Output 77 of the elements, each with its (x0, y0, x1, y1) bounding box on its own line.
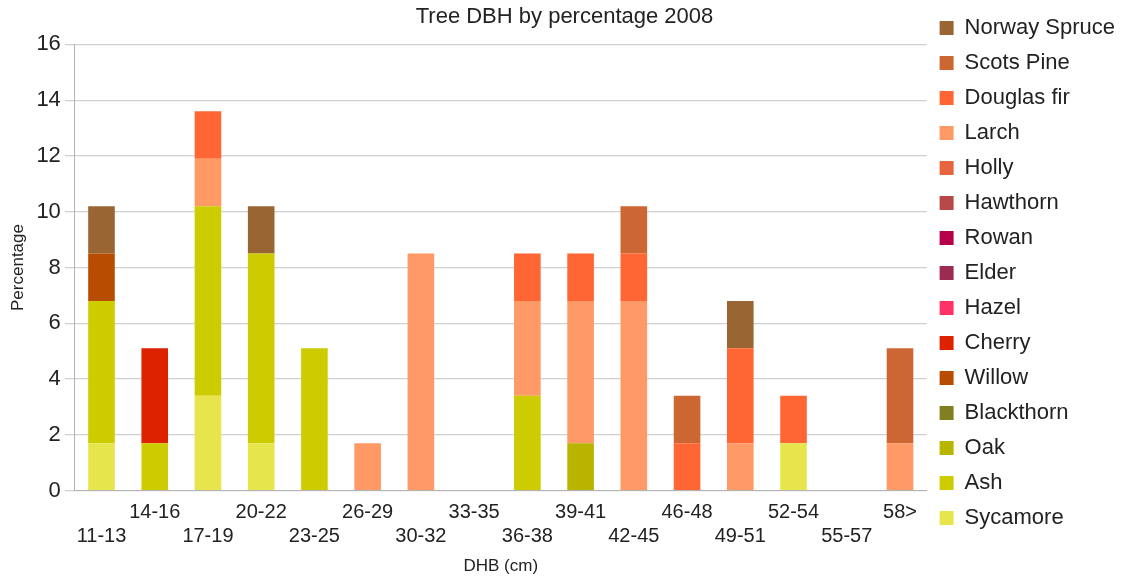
x-tick-label: 58> (883, 500, 917, 523)
legend-label: Oak (964, 434, 1006, 460)
bar (673, 443, 701, 490)
bar (194, 158, 222, 207)
bar (514, 300, 541, 396)
bar (567, 253, 594, 301)
bar (194, 395, 222, 490)
bar (141, 348, 169, 444)
bar (194, 111, 222, 159)
legend-label: Hazel (964, 294, 1021, 320)
x-tick-label: 33-35 (448, 500, 500, 523)
legend-label: Blackthorn (964, 399, 1069, 425)
bar (514, 253, 541, 301)
y-tick-label: 16 (36, 30, 61, 56)
chart-title: Tree DBH by percentage 2008 (415, 3, 714, 29)
x-tick-label: 42-45 (608, 524, 660, 547)
bar (301, 348, 328, 490)
bar (886, 348, 914, 444)
bar (514, 395, 541, 490)
x-tick-label: 14-16 (129, 500, 181, 523)
x-tick-label: 55-57 (821, 524, 873, 547)
bar (407, 253, 435, 490)
bar (780, 443, 807, 490)
legend-label: Elder (964, 259, 1016, 285)
bar (247, 443, 275, 490)
legend-label: Norway Spruce (964, 14, 1115, 40)
legend-label: Cherry (964, 329, 1031, 355)
bar (247, 206, 275, 254)
bar (620, 300, 648, 490)
bar (194, 206, 222, 396)
x-axis-title: DHB (cm) (463, 556, 539, 576)
legend-label: Hawthorn (964, 189, 1059, 215)
bar (726, 300, 754, 349)
bar (88, 443, 115, 490)
bar (886, 443, 914, 490)
x-tick-label: 49-51 (714, 524, 766, 547)
bar (88, 206, 115, 254)
y-tick-label: 0 (48, 476, 61, 502)
x-tick-label: 46-48 (661, 500, 713, 523)
x-tick-label: 23-25 (288, 524, 340, 547)
legend-label: Sycamore (964, 504, 1064, 530)
legend-label: Rowan (964, 224, 1034, 250)
legend-label: Willow (964, 364, 1029, 390)
legend-label: Ash (964, 469, 1003, 495)
x-tick-label: 20-22 (235, 500, 287, 523)
bar (567, 300, 594, 444)
bar (247, 253, 275, 444)
legend-label: Larch (964, 119, 1020, 145)
x-tick-label: 36-38 (501, 524, 553, 547)
legend-label: Douglas fir (964, 84, 1070, 110)
x-tick-label: 11-13 (76, 524, 127, 547)
y-tick-label: 10 (36, 197, 61, 223)
y-tick-label: 2 (48, 420, 61, 446)
y-tick-label: 8 (48, 253, 61, 279)
y-tick-label: 12 (36, 142, 61, 168)
bar (88, 300, 115, 444)
bar (620, 253, 648, 301)
y-tick-label: 14 (36, 86, 61, 112)
bar (354, 443, 381, 490)
bar (88, 253, 115, 301)
x-tick-label: 30-32 (395, 524, 447, 547)
x-tick-label: 39-41 (555, 500, 607, 523)
legend-label: Scots Pine (964, 49, 1070, 75)
x-tick-label: 17-19 (182, 524, 234, 547)
y-axis-title: Percentage (7, 224, 27, 311)
bar (726, 348, 754, 444)
x-tick-label: 26-29 (342, 500, 394, 523)
bar (620, 206, 648, 254)
y-tick-label: 4 (48, 365, 61, 391)
bar (141, 443, 169, 490)
legend-label: Holly (964, 154, 1014, 180)
bar (780, 395, 807, 444)
bar (673, 395, 701, 444)
x-tick-label: 52-54 (767, 500, 820, 523)
y-tick-label: 6 (48, 309, 61, 335)
bar (726, 443, 754, 490)
bar (567, 443, 594, 490)
